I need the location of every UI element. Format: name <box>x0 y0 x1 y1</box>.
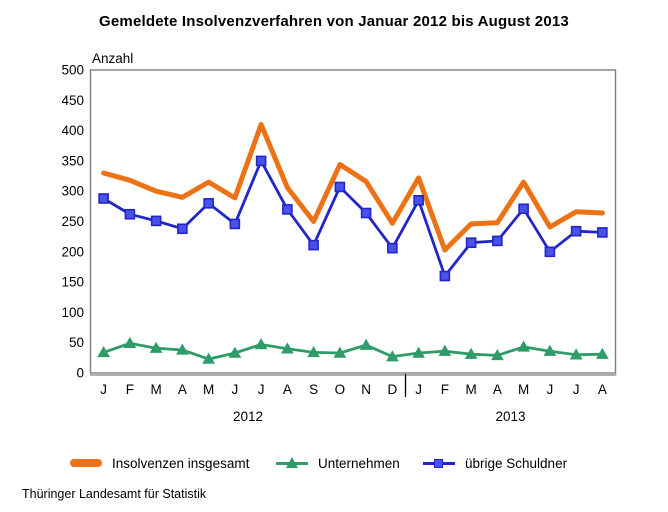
x-tick-label: J <box>232 382 239 397</box>
square-data-point <box>465 237 477 249</box>
x-tick-label: F <box>126 382 134 397</box>
y-tick-label: 150 <box>61 275 84 290</box>
triangle-data-point <box>333 346 347 358</box>
triangle-data-point <box>123 336 137 349</box>
y-tick-label: 100 <box>61 305 84 320</box>
triangle-data-point <box>359 338 373 350</box>
y-tick-label: 500 <box>61 63 84 78</box>
triangle-data-point <box>438 344 452 356</box>
triangle-data-point <box>569 348 583 360</box>
series-line-0 <box>101 122 605 253</box>
triangle-data-point <box>464 347 478 359</box>
square-data-point <box>387 242 398 254</box>
triangle-marker-icon <box>286 457 298 468</box>
square-data-point <box>544 246 556 258</box>
total-line-swatch-icon <box>70 456 102 470</box>
x-tick-label: J <box>547 382 554 397</box>
triangle-data-point <box>97 345 110 358</box>
square-data-point <box>255 155 267 167</box>
x-tick-label: J <box>258 382 265 397</box>
square-data-point <box>518 203 529 215</box>
x-tick-label: J <box>415 382 422 397</box>
series-line-2 <box>102 159 604 278</box>
triangle-data-point <box>386 350 399 362</box>
x-tick-label: D <box>388 382 398 397</box>
legend-label-companies: Unternehmen <box>318 455 400 471</box>
y-tick-label: 250 <box>61 214 84 229</box>
x-tick-label: N <box>361 382 371 397</box>
debtors-line-swatch-icon <box>423 456 455 470</box>
y-tick-label: 400 <box>61 123 84 138</box>
chart-title: Gemeldete Insolvenzverfahren von Januar … <box>99 13 569 30</box>
square-data-point <box>360 207 372 219</box>
square-data-point <box>124 208 136 220</box>
legend-item-companies: Unternehmen <box>276 451 400 475</box>
legend-label-other-debtors: übrige Schuldner <box>465 455 568 471</box>
chart-legend: Insolvenzen insgesamt Unternehmen übrige… <box>0 451 668 475</box>
x-tick-label: S <box>309 382 318 397</box>
triangle-data-point <box>307 345 320 358</box>
square-data-point <box>597 227 608 238</box>
legend-label-total: Insolvenzen insgesamt <box>112 455 250 471</box>
triangle-data-point <box>149 341 163 353</box>
orange-line-icon <box>70 459 102 467</box>
square-data-point <box>413 194 424 206</box>
y-tick-label: 450 <box>61 93 84 108</box>
x-tick-label: O <box>335 382 346 397</box>
triangle-data-point <box>491 349 504 361</box>
square-marker-icon <box>434 458 443 468</box>
y-tick-label: 50 <box>69 335 84 350</box>
y-tick-label: 300 <box>61 184 84 199</box>
source-attribution: Thüringer Landesamt für Statistik <box>22 487 207 501</box>
companies-line-swatch-icon <box>276 456 308 470</box>
square-data-point <box>282 204 293 215</box>
year-label: 2013 <box>495 409 525 424</box>
y-tick-label: 0 <box>76 366 84 381</box>
x-tick-label: J <box>573 382 580 397</box>
triangle-data-point <box>254 338 268 350</box>
triangle-data-point <box>517 340 530 352</box>
y-axis-label: Anzahl <box>92 51 133 66</box>
triangle-data-point <box>412 346 425 358</box>
square-data-point <box>150 215 162 227</box>
legend-item-other-debtors: übrige Schuldner <box>423 451 567 475</box>
plot-border <box>89 69 617 374</box>
x-tick-label: M <box>518 382 529 397</box>
square-data-point <box>334 181 346 193</box>
x-tick-label: A <box>283 382 292 397</box>
triangle-data-point <box>543 344 557 356</box>
triangle-data-point <box>176 343 189 355</box>
x-tick-label: A <box>178 382 187 397</box>
triangle-data-point <box>281 342 294 354</box>
square-data-point <box>308 239 319 251</box>
x-tick-label: M <box>151 382 162 397</box>
x-tick-label: J <box>100 382 107 397</box>
square-data-point <box>203 198 214 209</box>
y-tick-label: 200 <box>61 244 84 259</box>
x-tick-label: M <box>466 382 477 397</box>
square-data-point <box>492 235 503 247</box>
square-data-point <box>439 270 451 282</box>
x-tick-label: A <box>493 382 502 397</box>
square-data-point <box>229 218 241 230</box>
triangle-data-point <box>202 352 215 364</box>
triangle-data-point <box>596 347 609 359</box>
triangle-data-point <box>228 346 242 358</box>
x-tick-label: A <box>598 382 607 397</box>
square-data-point <box>570 225 582 237</box>
y-tick-label: 350 <box>61 153 84 168</box>
year-label: 2012 <box>233 409 263 424</box>
x-tick-label: M <box>203 382 214 397</box>
legend-item-total: Insolvenzen insgesamt <box>70 451 249 475</box>
square-data-point <box>98 193 109 204</box>
square-data-point <box>177 223 188 235</box>
x-tick-label: F <box>441 382 449 397</box>
